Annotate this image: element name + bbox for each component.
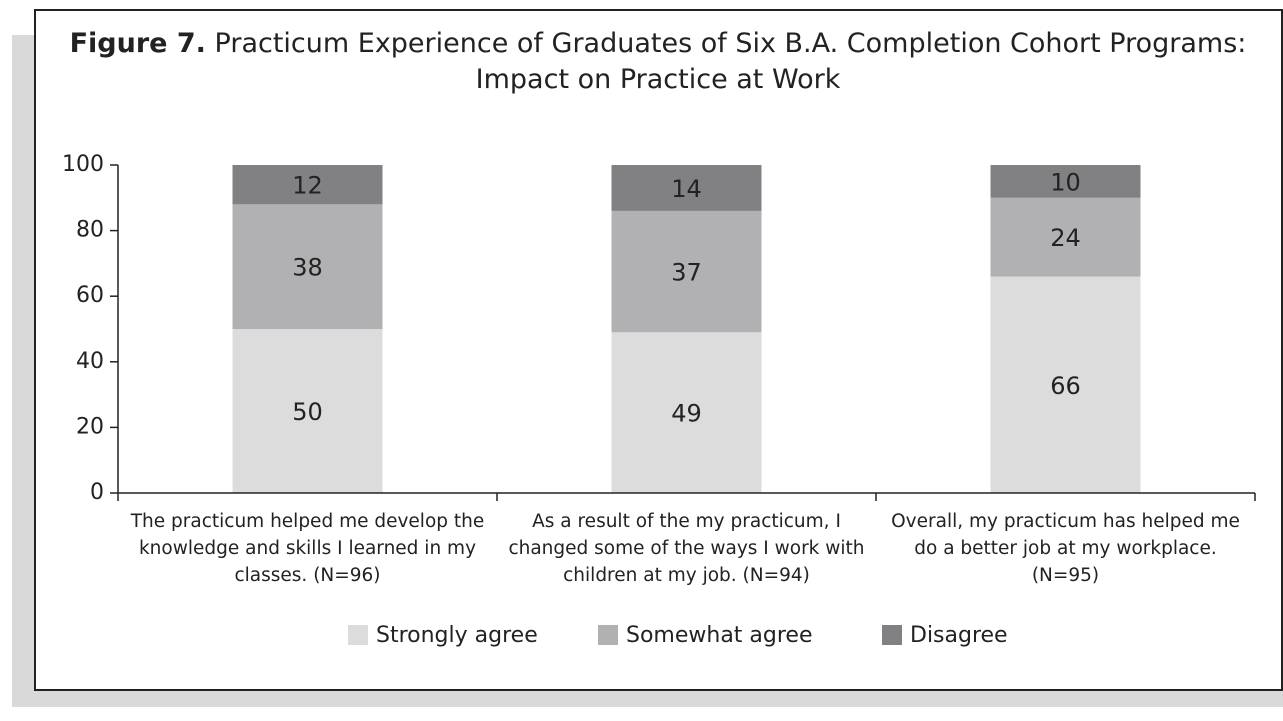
title-text: Practicum Experience of Graduates of Six… — [214, 28, 1247, 95]
bar-segment — [232, 329, 383, 493]
y-tick-label: 0 — [90, 480, 104, 505]
legend-label: Strongly agree — [376, 623, 538, 648]
data-label: 37 — [671, 259, 702, 287]
legend-label: Somewhat agree — [626, 623, 813, 648]
x-tick-label: As a result of the my practicum, I chang… — [508, 511, 865, 586]
x-tick-label: Overall, my practicum has helped me do a… — [891, 511, 1240, 586]
legend-swatch — [598, 625, 618, 645]
data-label: 66 — [1050, 372, 1081, 400]
bar-segment — [990, 276, 1141, 493]
y-tick-label: 20 — [76, 414, 104, 439]
data-label: 49 — [671, 400, 702, 428]
legend-label: Disagree — [910, 623, 1008, 648]
data-label: 38 — [292, 254, 323, 282]
y-tick-label: 40 — [76, 349, 104, 374]
bar-segment — [611, 165, 762, 211]
legend-swatch — [348, 625, 368, 645]
data-label: 14 — [671, 175, 702, 203]
x-tick-label: The practicum helped me develop the know… — [130, 511, 485, 586]
bar-segment — [232, 204, 383, 329]
y-tick-label: 60 — [76, 283, 104, 308]
bar-segment — [611, 210, 762, 333]
bar-segment — [990, 165, 1141, 198]
bar-segment — [232, 165, 383, 205]
data-label: 12 — [292, 172, 323, 200]
bar-segment — [990, 197, 1141, 277]
data-label: 50 — [292, 398, 323, 426]
data-label: 10 — [1050, 168, 1081, 196]
chart-title: Figure 7. Practicum Experience of Gradua… — [40, 26, 1276, 98]
figure-label: Figure 7. — [69, 28, 206, 59]
data-label: 24 — [1050, 224, 1081, 252]
y-tick-label: 80 — [76, 218, 104, 243]
legend-swatch — [882, 625, 902, 645]
y-tick-label: 100 — [62, 152, 104, 177]
bar-segment — [611, 332, 762, 493]
